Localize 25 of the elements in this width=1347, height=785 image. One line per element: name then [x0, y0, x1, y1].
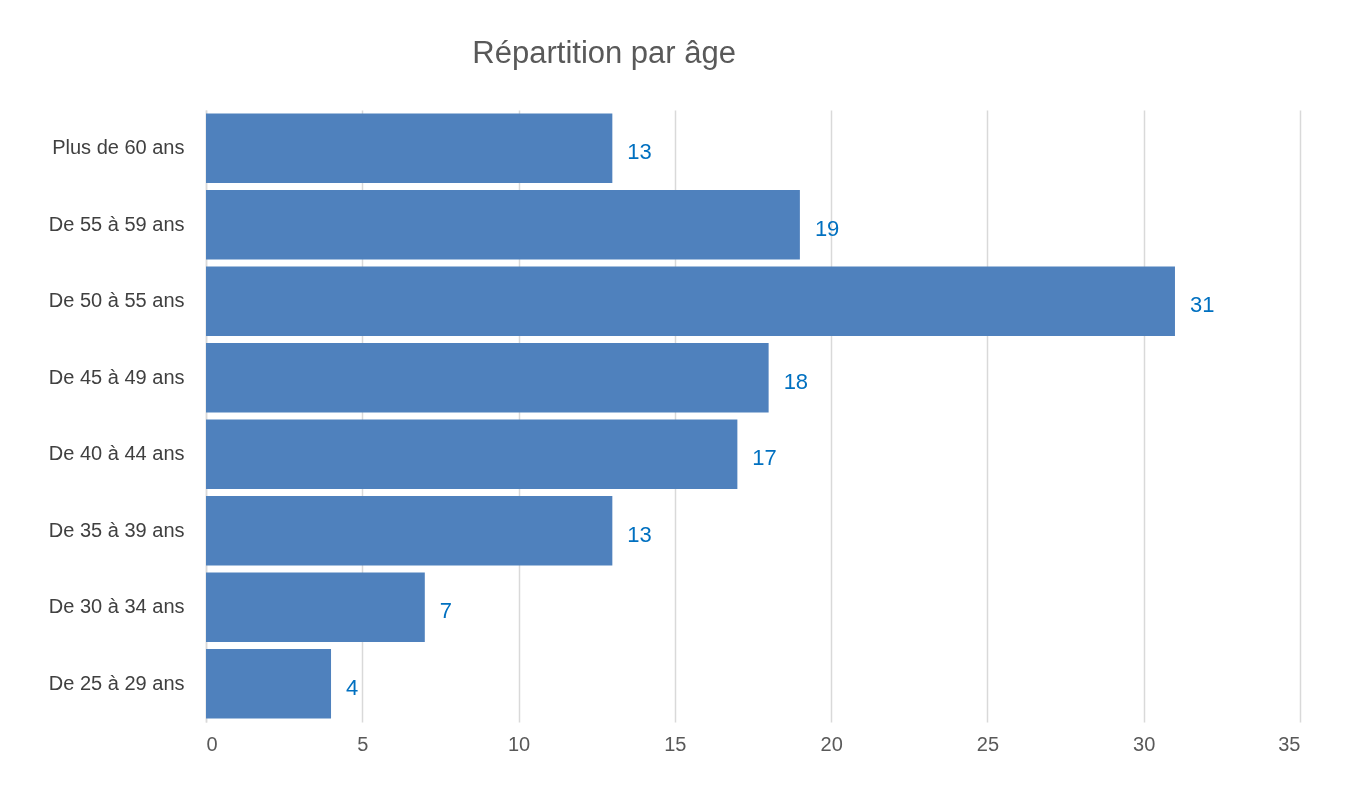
- x-tick-label: 5: [357, 732, 369, 755]
- data-label: 17: [752, 445, 777, 471]
- y-tick-label: De 55 à 59 ans: [48, 212, 185, 235]
- x-tick-label: 15: [664, 732, 687, 755]
- data-label: 31: [1189, 292, 1215, 318]
- data-label: 7: [439, 598, 453, 624]
- x-tick-label: 0: [206, 732, 218, 755]
- y-tick-label: Plus de 60 ans: [52, 136, 185, 159]
- x-tick-label: 35: [1278, 732, 1301, 755]
- data-label: 13: [627, 139, 652, 165]
- y-tick-label: De 30 à 34 ans: [48, 595, 185, 618]
- x-tick-label: 25: [976, 732, 1000, 755]
- data-label: 18: [783, 368, 809, 394]
- y-tick-label: De 40 à 44 ans: [48, 442, 185, 465]
- y-tick-label: De 45 à 49 ans: [48, 365, 185, 388]
- y-tick-label: De 35 à 39 ans: [48, 518, 185, 541]
- chart-title: Répartition par âge: [472, 35, 737, 70]
- x-tick-label: 30: [1133, 732, 1156, 755]
- x-tick-label: 10: [507, 732, 531, 755]
- data-label: 4: [346, 674, 359, 700]
- data-label: 13: [627, 521, 652, 547]
- y-tick-label: De 50 à 55 ans: [48, 289, 185, 312]
- data-label: 19: [814, 215, 840, 241]
- y-tick-label: De 25 à 29 ans: [48, 671, 185, 694]
- x-tick-label: 20: [820, 732, 843, 755]
